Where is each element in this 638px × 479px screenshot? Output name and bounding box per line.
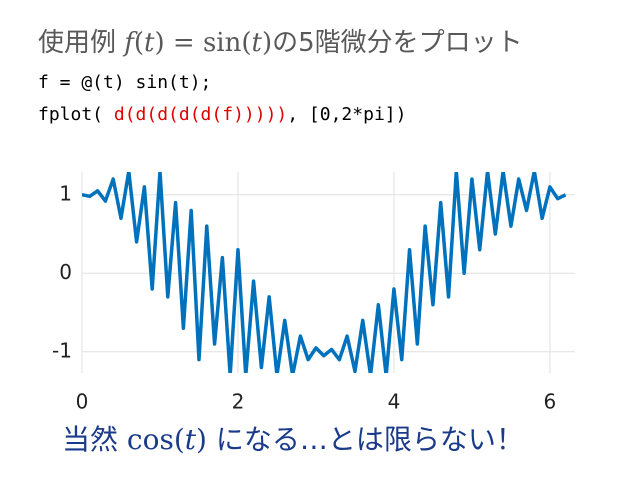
code-highlight: d(d(d(d(d(f))))) bbox=[113, 104, 288, 125]
caption-math: ) bbox=[196, 423, 207, 456]
code-line: fplot( d(d(d(d(d(f))))), [0,2*pi]) bbox=[38, 104, 406, 125]
caption-text: 当然 bbox=[62, 423, 127, 456]
title-text: 使用例 bbox=[38, 28, 125, 58]
x-tick-label: 4 bbox=[388, 390, 401, 414]
y-tick-label: 0 bbox=[59, 260, 72, 284]
title-math: ) bbox=[261, 28, 273, 58]
code-text: fplot( bbox=[38, 104, 114, 125]
title-text: の5階微分をプロット bbox=[272, 28, 523, 58]
y-tick-label: -1 bbox=[52, 338, 72, 362]
x-tick-label: 6 bbox=[544, 390, 557, 414]
code-text: , [0,2*pi]) bbox=[287, 104, 407, 125]
slide-title: 使用例 f(t) = sin(t)の5階微分をプロット bbox=[38, 22, 523, 59]
code-line: f = @(t) sin(t); bbox=[38, 72, 212, 93]
title-math: f bbox=[124, 28, 134, 58]
title-math: ( bbox=[133, 28, 145, 58]
caption-text: になる…とは限らない！ bbox=[206, 423, 524, 456]
x-tick-label: 2 bbox=[232, 390, 245, 414]
title-math: ) = sin( bbox=[154, 28, 252, 58]
caption-math: cos( bbox=[126, 423, 185, 456]
y-tick-label: 1 bbox=[59, 181, 72, 205]
caption: 当然 cos(t) になる…とは限らない！ bbox=[62, 418, 524, 458]
title-math: t bbox=[144, 28, 155, 58]
x-tick-label: 0 bbox=[76, 390, 89, 414]
data-line bbox=[82, 172, 567, 373]
title-math: t bbox=[251, 28, 262, 58]
caption-math: t bbox=[184, 423, 197, 456]
